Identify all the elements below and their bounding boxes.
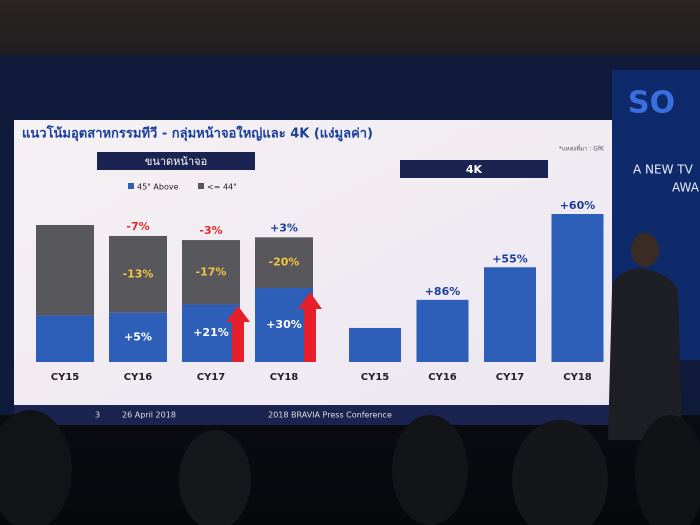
right-header: 4K	[466, 163, 483, 176]
bar	[551, 214, 604, 362]
data-label: -20%	[269, 256, 300, 269]
bar-segment	[182, 240, 240, 305]
data-label: -3%	[199, 224, 222, 237]
x-tick-label: CY15	[361, 372, 390, 383]
x-tick-label: CY17	[197, 372, 226, 383]
audience	[512, 420, 608, 525]
x-tick-label: CY18	[563, 372, 592, 383]
data-label: -13%	[123, 267, 154, 280]
header-box	[400, 160, 548, 178]
x-tick-label: CY18	[270, 372, 299, 383]
bar-segment	[182, 304, 240, 362]
x-tick-label: CY15	[51, 372, 80, 383]
legend-label: <= 44"	[207, 183, 237, 192]
audience	[392, 415, 468, 525]
audience	[179, 430, 251, 525]
x-tick-label: CY16	[124, 372, 153, 383]
data-label: -17%	[196, 265, 227, 278]
bar	[416, 299, 469, 362]
data-label: +5%	[124, 330, 152, 343]
audience	[0, 410, 72, 525]
x-tick-label: CY16	[428, 372, 457, 383]
data-label: -7%	[126, 220, 149, 233]
bar-segment	[36, 225, 94, 316]
header-box	[97, 152, 255, 170]
event: 2018 BRAVIA Press Conference	[268, 411, 392, 420]
data-label: +60%	[560, 199, 596, 212]
bar-segment	[255, 237, 313, 289]
screen-text: A NEW TV	[633, 163, 694, 177]
screen-text: AWA	[672, 181, 700, 195]
x-tick-label: CY17	[496, 372, 525, 383]
slide-title: แนวโน้มอุตสาหกรรมทีวี - กลุ่มหน้าจอใหญ่แ…	[22, 125, 373, 142]
speaker-head	[631, 233, 659, 267]
source: *แหล่งที่มา : GfK	[559, 145, 605, 153]
logo: SO	[628, 86, 675, 121]
arrow	[298, 292, 322, 362]
bar	[484, 267, 536, 362]
legend-swatch	[128, 183, 134, 189]
bar	[349, 327, 401, 362]
data-label: +3%	[270, 221, 298, 234]
slide-footer	[14, 405, 612, 425]
left-header: ขนาดหน้าจอ	[145, 155, 207, 168]
audience	[635, 415, 700, 525]
legend-swatch	[198, 183, 204, 189]
speaker	[608, 268, 682, 440]
arrow	[226, 306, 250, 362]
bar-segment	[255, 288, 313, 362]
bar-segment	[109, 312, 167, 362]
bar-segment	[109, 235, 167, 313]
data-label: +55%	[492, 252, 528, 265]
data-label: +21%	[193, 326, 229, 339]
bar-segment	[36, 315, 94, 362]
data-label: +30%	[266, 318, 302, 331]
legend-label: 45" Above	[137, 183, 179, 192]
data-label: +86%	[425, 285, 461, 298]
date: 26 April 2018	[122, 411, 176, 420]
charts: 45" Above <= 44" CY15 +5% -13% -7% CY16 +21% -17…	[36, 183, 604, 383]
page-number: 3	[95, 411, 100, 420]
